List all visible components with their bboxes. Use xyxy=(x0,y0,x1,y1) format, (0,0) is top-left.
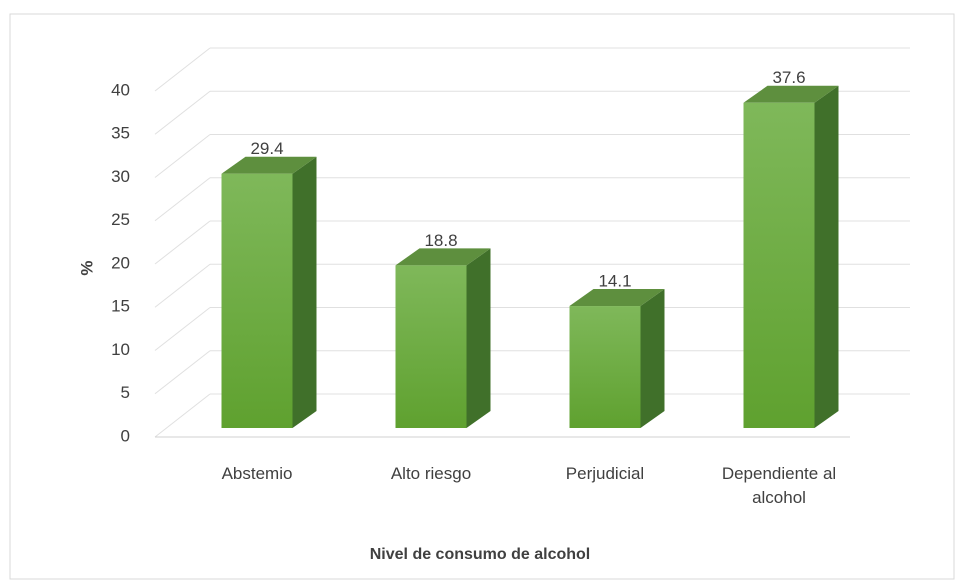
bar-side xyxy=(640,289,665,428)
grid-line-side xyxy=(154,134,211,178)
bar-side xyxy=(292,156,317,428)
x-axis-title: Nivel de consumo de alcohol xyxy=(370,546,591,563)
x-tick-label: Abstemio xyxy=(221,464,293,483)
y-tick-label: 30 xyxy=(111,167,130,186)
grid-line-side xyxy=(154,307,211,351)
grid-line-side xyxy=(154,177,211,222)
bar-top xyxy=(395,248,491,266)
x-tick-label: Dependiente al alcohol xyxy=(721,464,837,507)
x-tick-label: Perjudicial xyxy=(565,464,645,483)
grid-line-side xyxy=(154,263,211,308)
data-label: 29.4 xyxy=(250,139,283,158)
data-label: 37.6 xyxy=(772,68,805,87)
y-tick-label: 10 xyxy=(111,340,130,359)
y-tick-label: 25 xyxy=(111,210,130,229)
bar xyxy=(743,102,815,428)
chart-border xyxy=(9,13,955,580)
y-tick-label: 20 xyxy=(111,253,130,272)
y-tick-label: 40 xyxy=(111,80,130,99)
bar xyxy=(569,306,641,428)
bar-top xyxy=(569,289,665,307)
data-label: 14.1 xyxy=(598,272,631,291)
bar-side xyxy=(814,85,839,428)
grid-line-side xyxy=(154,393,211,438)
y-tick-label: 15 xyxy=(111,297,130,316)
grid-line-side xyxy=(154,220,211,265)
y-axis-title: % xyxy=(77,260,96,275)
y-tick-label: 0 xyxy=(121,426,130,445)
y-tick-label: 35 xyxy=(111,124,130,143)
y-tick-label: 5 xyxy=(121,383,130,402)
data-label: 18.8 xyxy=(424,231,457,250)
bar xyxy=(221,173,293,428)
bar xyxy=(395,265,467,428)
bar-top xyxy=(743,85,839,103)
x-tick-label: Alto riesgo xyxy=(390,464,472,483)
grid-line-side xyxy=(154,90,211,135)
bar-top xyxy=(221,156,317,174)
grid-line-side xyxy=(154,350,211,395)
bar-side xyxy=(466,248,491,428)
grid-line-side xyxy=(154,47,211,92)
